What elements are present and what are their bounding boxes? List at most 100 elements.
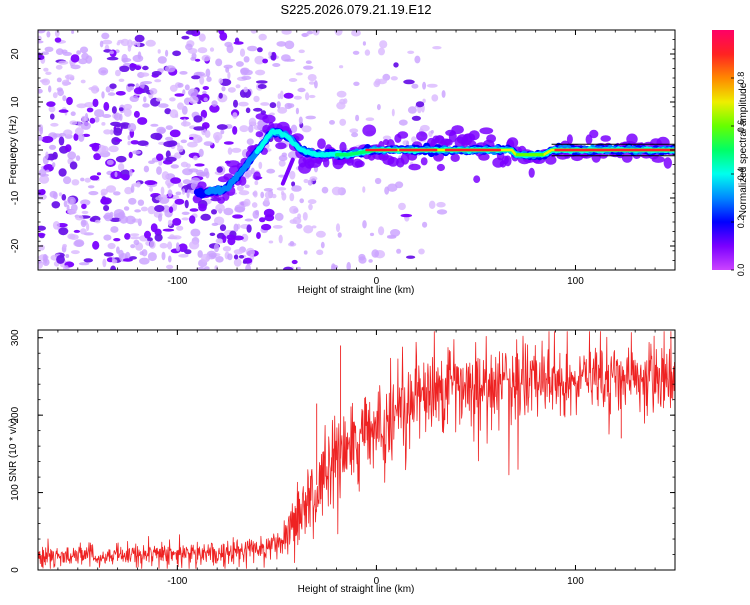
noise-blob <box>289 219 297 225</box>
snr-series-line <box>38 331 675 569</box>
ridge-halo <box>339 141 347 153</box>
noise-blob <box>281 30 292 35</box>
noise-blob <box>264 214 275 222</box>
noise-blob <box>203 141 213 147</box>
noise-blob <box>197 250 203 258</box>
noise-blob <box>44 46 54 52</box>
noise-blob <box>130 244 136 249</box>
noise-blob <box>398 119 408 126</box>
noise-blob <box>422 221 428 228</box>
noise-blob <box>65 254 70 258</box>
noise-blob <box>136 41 141 48</box>
noise-blob <box>156 166 162 175</box>
noise-blob <box>346 261 351 270</box>
noise-blob <box>57 88 64 97</box>
noise-blob <box>58 227 69 236</box>
noise-blob <box>48 144 57 150</box>
noise-blob <box>315 230 326 238</box>
snr-xtick-label: 100 <box>567 576 584 587</box>
noise-blob <box>45 71 52 76</box>
noise-blob <box>55 64 63 70</box>
noise-blob <box>118 107 124 112</box>
ridge-halo <box>468 130 480 141</box>
noise-blob <box>266 168 276 174</box>
noise-blob <box>351 132 359 138</box>
noise-blob <box>281 190 285 196</box>
noise-blob <box>157 49 161 54</box>
noise-blob <box>181 217 190 221</box>
noise-blob <box>278 155 288 162</box>
ridge-halo <box>420 157 428 166</box>
noise-blob <box>105 86 111 93</box>
noise-blob <box>255 209 259 216</box>
noise-blob <box>81 203 87 210</box>
noise-blob <box>398 202 406 211</box>
noise-blob <box>169 109 179 119</box>
noise-blob <box>364 49 371 56</box>
noise-blob <box>63 176 72 185</box>
noise-blob <box>109 83 117 89</box>
noise-blob <box>92 240 100 250</box>
colorbar-ramp <box>712 30 734 270</box>
noise-blob <box>255 80 268 84</box>
snr-ytick-label: 200 <box>10 406 21 423</box>
noise-blob <box>118 78 125 83</box>
noise-blob <box>191 75 201 80</box>
noise-blob <box>378 226 385 236</box>
ridge-halo <box>416 131 428 142</box>
noise-blob <box>193 126 205 131</box>
noise-blob <box>80 79 86 84</box>
noise-blob <box>368 259 373 263</box>
noise-blob <box>54 37 62 43</box>
snr-xtick-label: 0 <box>374 576 380 587</box>
noise-blob <box>198 203 207 212</box>
noise-blob <box>38 193 47 201</box>
noise-blob <box>56 254 65 264</box>
noise-blob <box>64 265 69 269</box>
noise-blob <box>180 161 189 168</box>
noise-blob <box>38 168 47 177</box>
noise-blob <box>129 63 137 68</box>
noise-blob <box>245 107 251 114</box>
noise-blob <box>377 78 388 85</box>
noise-blob <box>174 198 185 205</box>
noise-blob <box>169 97 176 102</box>
noise-blob <box>378 47 385 56</box>
noise-blob <box>142 65 149 71</box>
noise-blob <box>186 189 190 199</box>
noise-blob <box>362 41 366 46</box>
noise-blob <box>41 51 49 55</box>
noise-blob <box>145 39 156 47</box>
noise-blob <box>185 30 196 35</box>
noise-blob <box>245 247 255 257</box>
noise-blob <box>117 163 125 171</box>
noise-blob <box>115 69 121 77</box>
colorbar-ticks: 0.0 0.2 0.4 0.6 0.8 <box>731 72 746 276</box>
noise-blob <box>431 94 439 102</box>
noise-blob <box>396 248 402 254</box>
noise-blob <box>272 225 283 229</box>
noise-blob <box>329 120 335 125</box>
noise-blob <box>400 213 413 218</box>
noise-blob <box>73 133 79 141</box>
noise-blob <box>103 252 114 257</box>
noise-blob <box>38 136 44 141</box>
snr-ytick-label: 0 <box>10 567 21 573</box>
noise-blob <box>67 209 77 215</box>
noise-blob <box>428 200 436 209</box>
noise-blob <box>144 180 157 186</box>
noise-blob <box>74 239 85 248</box>
noise-blob <box>129 236 141 240</box>
noise-blob <box>170 177 182 184</box>
noise-blob <box>188 95 199 105</box>
noise-blob <box>78 58 88 65</box>
noise-blob <box>50 113 55 120</box>
noise-blob <box>406 255 416 259</box>
noise-blob <box>278 159 286 167</box>
noise-blob <box>231 147 242 153</box>
noise-blob <box>130 140 140 145</box>
noise-blob <box>215 58 223 67</box>
noise-blob <box>278 174 286 178</box>
noise-blob <box>77 121 82 127</box>
